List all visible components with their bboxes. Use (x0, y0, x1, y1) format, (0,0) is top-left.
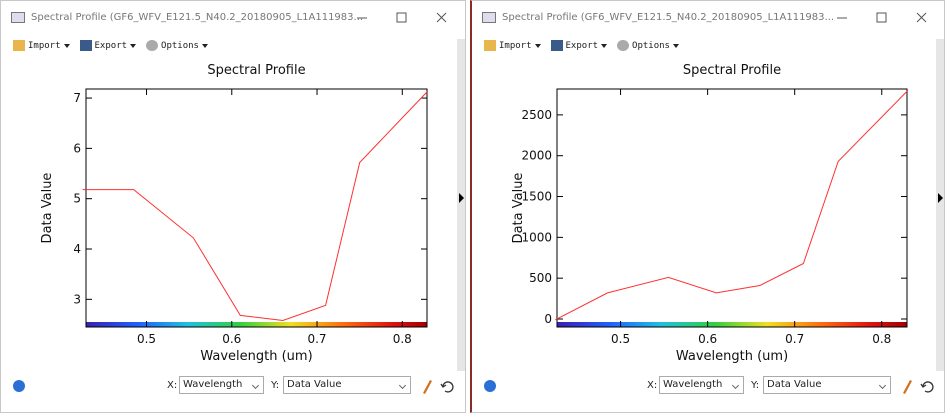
spectrum-bar (86, 322, 427, 327)
window-controls[interactable] (349, 9, 459, 27)
y-prefix: Y: (271, 380, 280, 391)
menu-label: Import (499, 40, 532, 51)
close-button[interactable] (436, 12, 447, 23)
menu-button[interactable]: Export (550, 40, 608, 51)
window: Spectral Profile (GF6_WFV_E121.5_N40.2_2… (470, 0, 945, 413)
menu-label: Import (28, 40, 61, 51)
maximize-button[interactable] (876, 12, 887, 23)
menu-label: Export (565, 40, 599, 51)
x-tick-label: 0.5 (137, 332, 156, 346)
maximize-button[interactable] (396, 12, 407, 23)
window-title: Spectral Profile (GF6_WFV_E121.5_N40.2_2… (502, 12, 835, 23)
x-tick-label: 0.8 (393, 332, 412, 346)
y-axis-label: Data Value (40, 173, 55, 244)
bottom-bar: X: Wavelength Y: Data Value (472, 373, 944, 401)
y-tick-label: 2000 (521, 149, 552, 163)
window-controls[interactable] (829, 9, 939, 27)
x-tick-label: 0.7 (785, 332, 804, 346)
dropdown-arrow (201, 43, 208, 48)
plot-frame (85, 88, 428, 328)
plot-frame (556, 88, 908, 328)
y-select[interactable]: Data Value (283, 376, 411, 394)
menu-label: Export (94, 40, 128, 51)
spectrum-bar (557, 322, 907, 327)
dropdown-arrow (534, 43, 541, 48)
menu-label: Options (632, 40, 670, 51)
x-axis-label: Wavelength (um) (676, 349, 788, 364)
x-prefix: X: (167, 380, 178, 391)
dropdown-arrow (130, 43, 137, 48)
x-prefix: X: (647, 380, 658, 391)
menu-icon (484, 40, 496, 51)
x-select[interactable]: Wavelength (659, 376, 744, 394)
toolbar: Import Export Options (484, 40, 679, 51)
menu-button[interactable]: Import (13, 40, 70, 51)
x-tick-label: 0.6 (698, 332, 717, 346)
y-tick-label: 500 (529, 271, 552, 285)
toggle-arrow (459, 193, 464, 203)
tool-icons (903, 380, 934, 394)
x-tick-label: 0.5 (611, 332, 630, 346)
help-button[interactable] (13, 380, 25, 392)
x-tick-label: 0.6 (222, 332, 241, 346)
chart: Spectral Profile 3 4 5 6 7 0.5 0.6 0.7 0.8 Wavelen… (40, 63, 429, 364)
y-tick-label: 0 (544, 312, 552, 326)
chart-title: Spectral Profile (207, 63, 305, 78)
y-prefix: Y: (751, 380, 760, 391)
title-bar: Spectral Profile (GF6_WFV_E121.5_N40.2_2… (472, 1, 944, 35)
y-tick-label: 1500 (521, 190, 552, 204)
y-axis-label: Data Value (511, 173, 526, 244)
spectrum-line (82, 90, 429, 322)
x-select[interactable]: Wavelength (179, 376, 264, 394)
chart: Spectral Profile 0 500 1000 1500 2000 2500 0.5 0… (511, 63, 909, 364)
chart-title: Spectral Profile (683, 63, 781, 78)
toolbar: Import Export Options (13, 40, 208, 51)
edit-button[interactable] (903, 380, 912, 394)
menu-icon (79, 40, 92, 51)
app-icon (11, 12, 25, 23)
x-tick-label: 0.8 (872, 332, 891, 346)
menu-button[interactable]: Options (146, 40, 208, 51)
menu-button[interactable]: Export (79, 40, 137, 51)
refresh-button[interactable] (920, 381, 934, 393)
tool-icons (423, 380, 454, 394)
dropdown-arrow (601, 43, 608, 48)
dropdown-arrow (672, 43, 679, 48)
menu-button[interactable]: Options (617, 40, 679, 51)
dropdown-arrow (63, 43, 70, 48)
x-tick-label: 0.7 (307, 332, 326, 346)
y-tick-label: 1000 (521, 230, 552, 244)
side-panel-toggle[interactable] (936, 39, 944, 371)
toggle-arrow (938, 193, 943, 203)
menu-icon (617, 40, 630, 51)
spectrum-line (555, 90, 909, 321)
y-tick-label: 5 (73, 192, 81, 206)
title-bar: Spectral Profile (GF6_WFV_E121.5_N40.2_2… (1, 1, 465, 35)
menu-icon (550, 40, 563, 51)
menu-icon (146, 40, 159, 51)
y-tick-label: 2500 (521, 108, 552, 122)
menu-label: Options (161, 40, 199, 51)
y-select[interactable]: Data Value (763, 376, 891, 394)
close-button[interactable] (916, 12, 927, 23)
x-axis-label: Wavelength (um) (200, 349, 312, 364)
y-tick-label: 3 (73, 292, 81, 306)
refresh-button[interactable] (440, 381, 454, 393)
y-tick-label: 6 (73, 141, 81, 155)
menu-icon (13, 40, 25, 51)
bottom-bar: X: Wavelength Y: Data Value (1, 373, 465, 401)
menu-button[interactable]: Import (484, 40, 541, 51)
toggle-arrow (938, 193, 943, 203)
y-tick-label: 7 (73, 91, 81, 105)
help-button[interactable] (484, 380, 496, 392)
window-title: Spectral Profile (GF6_WFV_E121.5_N40.2_2… (31, 12, 364, 23)
app-icon (482, 12, 496, 23)
edit-button[interactable] (423, 380, 432, 394)
side-panel-toggle[interactable] (457, 39, 465, 371)
window: Spectral Profile (GF6_WFV_E121.5_N40.2_2… (0, 0, 466, 413)
y-tick-label: 4 (73, 242, 81, 256)
toggle-arrow (459, 193, 464, 203)
